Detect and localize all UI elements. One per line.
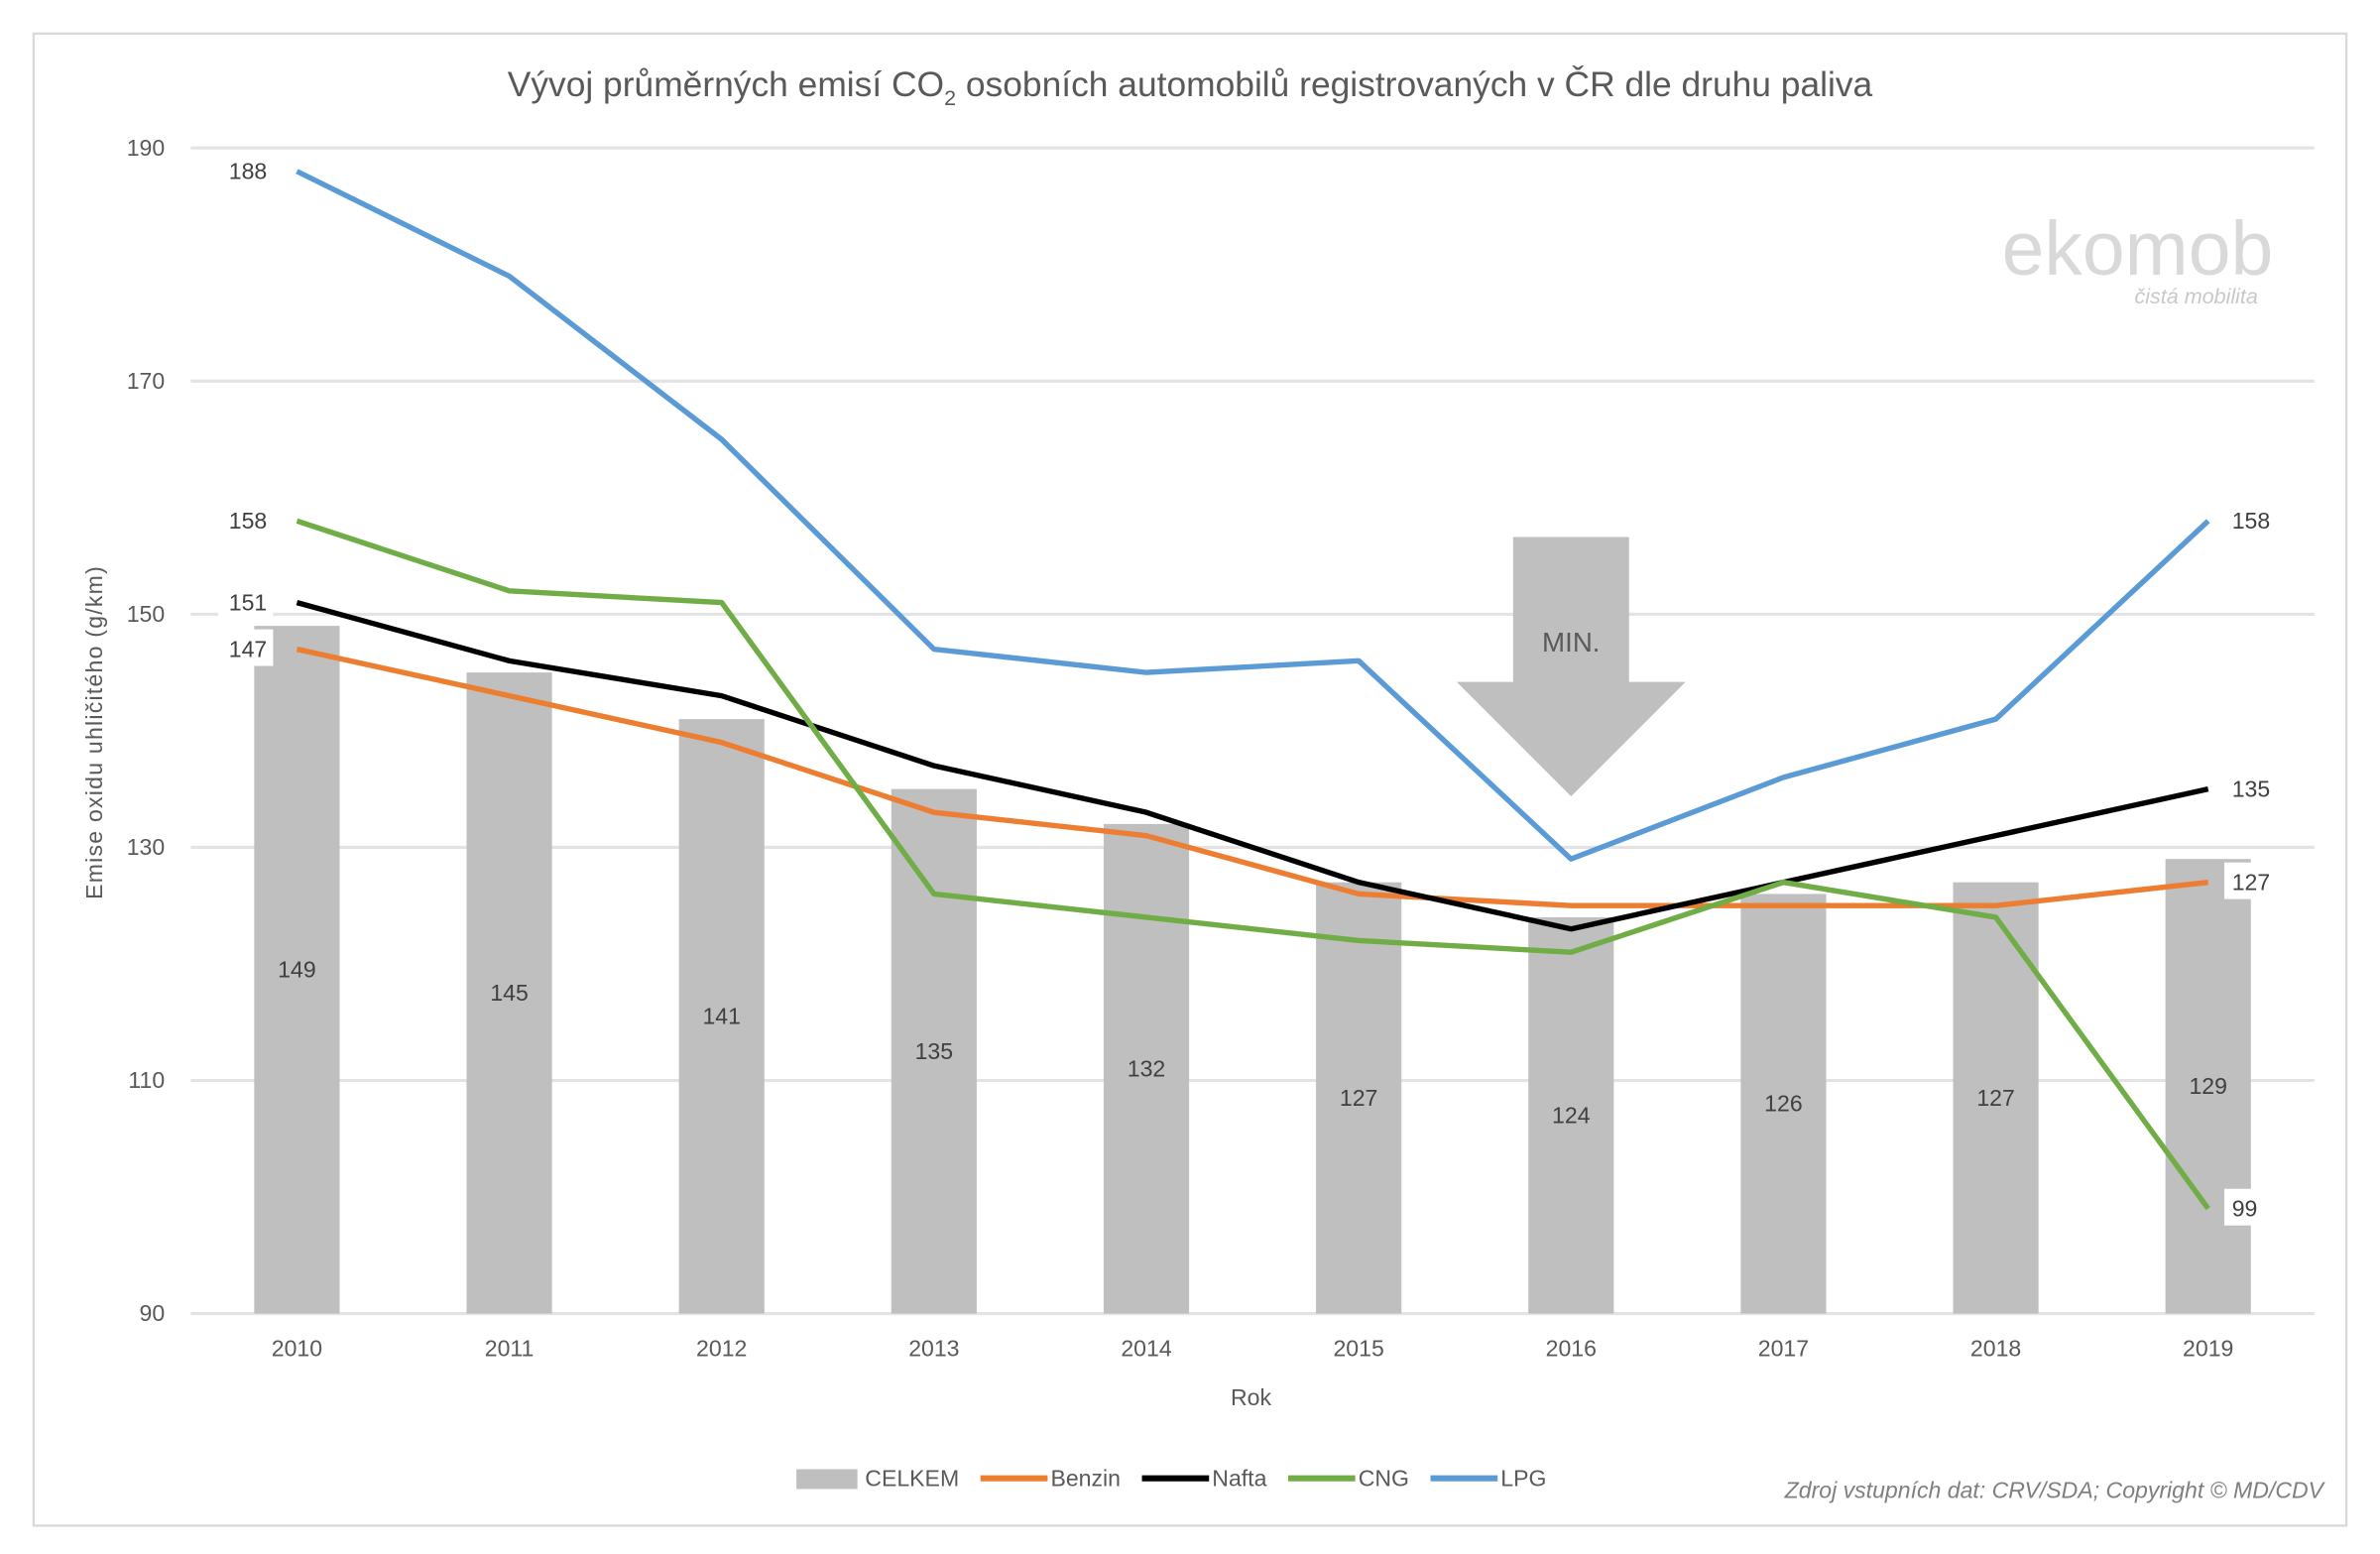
- label-bg: [218, 151, 274, 188]
- y-axis-ticks: 90 110 130 150 170 190: [127, 135, 165, 1326]
- bar-value-label: 127: [1976, 1085, 2014, 1111]
- line-benzin: [296, 646, 2209, 908]
- line-end-label-cng: 99: [2232, 1195, 2258, 1221]
- bar-value-label: 141: [702, 1004, 740, 1029]
- line-start-label-cng: 158: [229, 508, 267, 534]
- min-arrow-annotation: MIN.: [1456, 537, 1686, 797]
- bar-celkem: [466, 672, 552, 1314]
- y-tick-label: 150: [127, 601, 165, 627]
- x-tick-label: 2018: [1970, 1336, 2021, 1362]
- line-lpg: [296, 169, 2210, 862]
- label-bg: [2224, 501, 2280, 538]
- bars: [254, 626, 2251, 1314]
- x-tick-label: 2019: [2183, 1336, 2233, 1362]
- label-bg: [2224, 862, 2280, 899]
- line-start-label-lpg: 188: [229, 158, 267, 183]
- x-tick-label: 2012: [696, 1336, 747, 1362]
- bar-celkem: [2165, 859, 2251, 1314]
- x-tick-label: 2017: [1758, 1336, 1809, 1362]
- bar-celkem: [891, 788, 977, 1314]
- chart-title: Vývoj průměrných emisí CO2 osobních auto…: [508, 65, 1873, 110]
- bar-value-label: 126: [1764, 1091, 1802, 1117]
- bar-value-label: 145: [490, 980, 528, 1006]
- legend-label-cng: CNG: [1359, 1465, 1409, 1491]
- y-tick-label: 110: [128, 1067, 165, 1093]
- line-end-label-benzin: 127: [2232, 869, 2270, 895]
- bar-celkem: [678, 719, 765, 1314]
- bar-celkem: [1740, 894, 1827, 1314]
- line-end-label-nafta: 135: [2232, 776, 2270, 801]
- min-arrow-label: MIN.: [1542, 627, 1600, 657]
- line-start-label-nafta: 151: [229, 589, 267, 615]
- x-axis-ticks: 2010 2011 2012 2013 2014 2015 2016 2017 2018 2019: [272, 1336, 2234, 1362]
- line-end-label-lpg: 158: [2232, 508, 2270, 534]
- label-bg: [2224, 769, 2280, 806]
- min-arrow: [1456, 537, 1686, 797]
- label-bg: [218, 501, 274, 538]
- logo-name: ekomob: [2002, 206, 2274, 292]
- bar-value-label: 135: [915, 1038, 953, 1064]
- data-labels: 149 145 141 135 132 127 124 126 127 129 147 127 151 1…: [218, 151, 2280, 1226]
- legend: CELKEM Benzin Nafta CNG LPG: [796, 1465, 1546, 1491]
- y-tick-label: 170: [127, 368, 165, 394]
- logo-tagline: čistá mobilita: [2135, 285, 2258, 308]
- y-tick-label: 190: [127, 135, 165, 161]
- bar-celkem: [1528, 916, 1614, 1314]
- x-tick-label: 2016: [1546, 1336, 1597, 1362]
- legend-label-benzin: Benzin: [1050, 1465, 1121, 1491]
- x-tick-label: 2014: [1121, 1336, 1171, 1362]
- x-tick-label: 2015: [1333, 1336, 1383, 1362]
- label-bg: [218, 582, 274, 620]
- y-tick-label: 90: [140, 1300, 166, 1326]
- legend-label-celkem: CELKEM: [865, 1465, 959, 1491]
- line-cng: [296, 518, 2210, 1211]
- bar-celkem: [1103, 823, 1190, 1314]
- y-axis-label: Emise oxidu uhličitého (g/km): [81, 565, 107, 899]
- legend-swatch-celkem: [796, 1469, 858, 1490]
- bar-celkem: [254, 626, 340, 1314]
- x-tick-label: 2013: [908, 1336, 959, 1362]
- bar-value-label: 149: [278, 957, 315, 983]
- logo: ekomob čistá mobilita: [2002, 206, 2274, 308]
- y-tick-label: 130: [127, 834, 165, 860]
- bar-value-label: 127: [1340, 1085, 1377, 1111]
- source-note: Zdroj vstupních dat: CRV/SDA; Copyright …: [1784, 1478, 2326, 1503]
- line-nafta: [296, 600, 2209, 932]
- label-bg: [2224, 1188, 2280, 1226]
- bar-value-label: 132: [1128, 1055, 1165, 1081]
- legend-label-lpg: LPG: [1500, 1465, 1546, 1491]
- bar-value-label: 124: [1552, 1102, 1591, 1128]
- bar-celkem: [1316, 882, 1402, 1314]
- line-start-label-benzin: 147: [229, 636, 267, 661]
- x-axis-label: Rok: [1231, 1384, 1271, 1410]
- legend-label-nafta: Nafta: [1212, 1465, 1266, 1491]
- x-tick-label: 2011: [485, 1336, 535, 1362]
- lines: [296, 169, 2210, 1211]
- x-tick-label: 2010: [272, 1336, 322, 1362]
- label-bg: [218, 629, 274, 666]
- bar-value-label: 129: [2189, 1073, 2226, 1099]
